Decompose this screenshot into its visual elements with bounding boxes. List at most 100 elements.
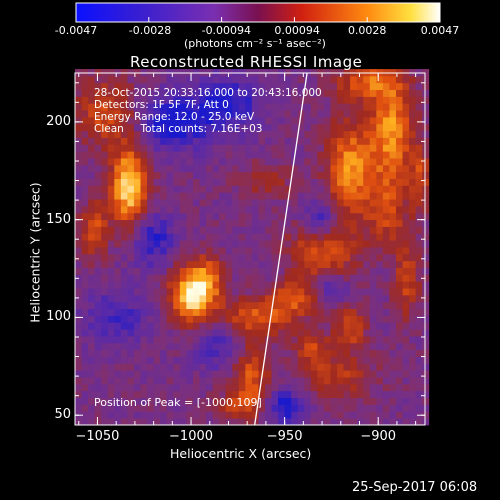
heatmap-cell	[382, 192, 390, 200]
heatmap-cell	[81, 82, 89, 91]
heatmap-cell	[245, 411, 253, 419]
heatmap-cell	[186, 370, 194, 378]
heatmap-cell	[133, 103, 141, 111]
heatmap-cell	[271, 322, 279, 330]
heatmap-cell	[310, 192, 318, 200]
heatmap-cell	[402, 322, 410, 330]
heatmap-cell	[166, 377, 174, 385]
heatmap-cell	[101, 288, 109, 296]
heatmap-cell	[225, 390, 233, 399]
heatmap-cell	[94, 123, 102, 132]
heatmap-cell	[107, 75, 115, 84]
heatmap-cell	[389, 349, 397, 357]
heatmap-cell	[238, 288, 246, 296]
heatmap-cell	[310, 151, 318, 159]
heatmap-cell	[376, 219, 384, 227]
heatmap-cell	[409, 192, 417, 200]
heatmap-cell	[114, 226, 122, 234]
heatmap-cell	[238, 123, 246, 132]
heatmap-cell	[297, 199, 305, 207]
heatmap-cell	[284, 377, 292, 385]
heatmap-cell	[88, 329, 96, 337]
heatmap-cell	[356, 342, 364, 351]
heatmap-cell	[330, 205, 338, 214]
heatmap-cell	[330, 404, 338, 412]
heatmap-cell	[101, 240, 109, 248]
heatmap-cell	[323, 418, 331, 426]
heatmap-cell	[219, 342, 227, 351]
heatmap-cell	[389, 164, 397, 173]
heatmap-cell	[304, 219, 312, 227]
heatmap-cell	[330, 130, 338, 138]
heatmap-cell	[114, 418, 122, 426]
heatmap-cell	[225, 336, 233, 344]
heatmap-cell	[114, 253, 122, 262]
heatmap-cell	[75, 288, 82, 296]
heatmap-cell	[251, 315, 259, 323]
heatmap-cell	[75, 103, 82, 111]
heatmap-cell	[120, 301, 128, 310]
heatmap-cell	[251, 130, 259, 138]
heatmap-cell	[356, 308, 364, 316]
heatmap-cell	[350, 110, 358, 118]
heatmap-cell	[376, 342, 384, 351]
heatmap-cell	[225, 418, 233, 426]
heatmap-cell	[258, 164, 266, 173]
heatmap-cell	[160, 308, 168, 316]
heatmap-cell	[422, 247, 430, 255]
heatmap-cell	[192, 96, 200, 104]
heatmap-cell	[415, 281, 423, 289]
heatmap-cell	[317, 123, 325, 132]
heatmap-cell	[278, 411, 286, 419]
heatmap-cell	[120, 370, 128, 378]
heatmap-cell	[356, 336, 364, 344]
heatmap-cell	[350, 219, 358, 227]
y-tick-label: 50	[54, 407, 71, 423]
heatmap-cell	[88, 110, 96, 118]
heatmap-cell	[114, 383, 122, 392]
heatmap-cell	[245, 137, 253, 145]
heatmap-cell	[271, 253, 279, 262]
heatmap-cell	[94, 377, 102, 385]
heatmap-cell	[245, 336, 253, 344]
heatmap-cell	[258, 103, 266, 111]
heatmap-cell	[114, 370, 122, 378]
heatmap-cell	[219, 130, 227, 138]
heatmap-cell	[356, 205, 364, 214]
heatmap-cell	[75, 356, 82, 364]
heatmap-cell	[415, 260, 423, 268]
heatmap-cell	[291, 281, 299, 289]
heatmap-cell	[356, 240, 364, 248]
heatmap-cell	[212, 390, 220, 399]
heatmap-cell	[114, 411, 122, 419]
heatmap-cell	[291, 219, 299, 227]
heatmap-cell	[369, 418, 377, 426]
heatmap-cell	[212, 192, 220, 200]
heatmap-cell	[101, 75, 109, 84]
heatmap-cell	[304, 75, 312, 84]
heatmap-cell	[402, 349, 410, 357]
heatmap-cell	[186, 397, 194, 405]
heatmap-cell	[382, 117, 390, 125]
heatmap-cell	[94, 103, 102, 111]
heatmap-cell	[127, 171, 135, 179]
heatmap-cell	[206, 383, 213, 392]
heatmap-cell	[147, 377, 155, 385]
heatmap-cell	[337, 315, 344, 323]
heatmap-cell	[323, 75, 331, 84]
heatmap-cell	[81, 158, 89, 166]
heatmap-cell	[369, 240, 377, 248]
heatmap-cell	[94, 158, 102, 166]
heatmap-cell	[107, 418, 115, 426]
heatmap-cell	[415, 267, 423, 275]
heatmap-cell	[363, 89, 371, 97]
heatmap-cell	[114, 144, 122, 152]
heatmap-cell	[81, 212, 89, 221]
heatmap-cell	[192, 418, 200, 426]
heatmap-cell	[94, 288, 102, 296]
heatmap-cell	[389, 123, 397, 132]
heatmap-cell	[343, 240, 351, 248]
heatmap-cell	[212, 267, 220, 275]
heatmap-cell	[101, 171, 109, 179]
heatmap-cell	[310, 117, 318, 125]
